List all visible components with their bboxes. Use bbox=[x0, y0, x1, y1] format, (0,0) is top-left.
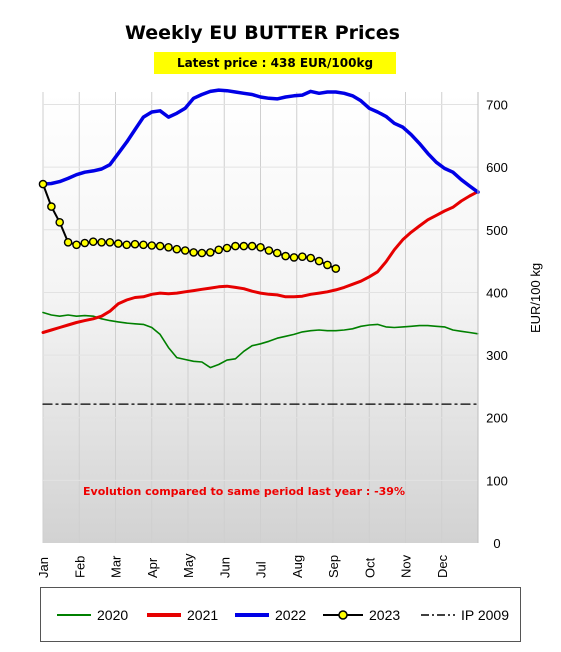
legend-label: 2020 bbox=[97, 606, 129, 623]
data-point-2023 bbox=[139, 240, 148, 250]
data-point-2023 bbox=[189, 248, 198, 257]
legend-label: IP 2009 bbox=[461, 606, 510, 623]
x-tick-label: Jun bbox=[217, 557, 232, 578]
data-point-2023 bbox=[197, 248, 207, 258]
y-tick-label: 0 bbox=[493, 536, 500, 551]
legend-swatch-ip2009 bbox=[421, 613, 455, 616]
x-tick-label: Nov bbox=[399, 554, 414, 578]
data-point-2023 bbox=[88, 237, 98, 246]
legend: 2020 2021 2022 2023 IP 2009 bbox=[40, 587, 521, 642]
data-point-2023 bbox=[281, 251, 290, 261]
data-point-2023 bbox=[247, 241, 257, 251]
legend-item-2023: 2023 bbox=[323, 588, 400, 641]
x-tick-label: Feb bbox=[72, 556, 87, 578]
data-point-2023 bbox=[105, 237, 115, 247]
data-point-2023 bbox=[297, 252, 307, 262]
x-tick-label: Aug bbox=[290, 555, 305, 578]
data-point-2023 bbox=[63, 237, 73, 247]
data-point-2023 bbox=[147, 241, 157, 250]
data-point-2023 bbox=[222, 243, 232, 253]
data-point-2023 bbox=[231, 241, 240, 251]
series-line-2021 bbox=[41, 190, 480, 334]
y-tick-label: 600 bbox=[486, 160, 508, 175]
legend-item-ip2009: IP 2009 bbox=[421, 588, 509, 641]
y-tick-label: 500 bbox=[486, 223, 508, 238]
y-tick-label: 300 bbox=[486, 348, 508, 363]
data-point-2023 bbox=[122, 240, 131, 250]
price-chart: 0 100 200 300 400 500 600 700 Jan Feb Mar Apr May Jun… bbox=[36, 88, 543, 578]
data-point-2023 bbox=[80, 238, 90, 248]
data-point-2023 bbox=[205, 248, 215, 257]
legend-label: 2023 bbox=[369, 606, 401, 623]
data-point-2023 bbox=[214, 245, 223, 255]
data-point-2023 bbox=[264, 246, 274, 255]
x-tick-label: Jul bbox=[254, 561, 269, 578]
data-point-2023 bbox=[272, 248, 282, 258]
legend-swatch-2020 bbox=[57, 613, 91, 616]
evolution-annotation: Evolution compared to same period last y… bbox=[83, 485, 405, 498]
data-point-2023 bbox=[164, 242, 173, 252]
legend-item-2020: 2020 bbox=[57, 588, 128, 641]
y-tick-label: 100 bbox=[486, 473, 508, 488]
data-point-2023 bbox=[55, 217, 65, 227]
data-point-2023 bbox=[314, 256, 324, 266]
data-point-2023 bbox=[114, 239, 123, 248]
legend-item-2021: 2021 bbox=[147, 588, 218, 641]
data-point-2023 bbox=[239, 241, 249, 251]
axes: 0 100 200 300 400 500 600 700 Jan Feb Mar Apr May Jun… bbox=[36, 92, 508, 578]
y-axis-label: EUR/100 kg bbox=[528, 263, 543, 333]
legend-label: 2021 bbox=[187, 606, 219, 623]
data-point-2023 bbox=[289, 253, 299, 262]
series-line-2022 bbox=[41, 88, 480, 194]
data-point-2023 bbox=[331, 264, 341, 273]
data-point-2023 bbox=[180, 246, 190, 255]
y-tick-label: 700 bbox=[486, 98, 508, 113]
data-point-2023 bbox=[97, 237, 106, 247]
legend-label: 2022 bbox=[275, 606, 307, 623]
x-tick-label: Sep bbox=[326, 555, 341, 578]
legend-swatch-2022 bbox=[235, 612, 269, 617]
legend-swatch-2023 bbox=[323, 609, 363, 620]
y-tick-label: 400 bbox=[486, 285, 508, 300]
data-point-2023 bbox=[323, 260, 332, 270]
x-tick-label: Oct bbox=[362, 557, 377, 578]
legend-swatch-2021 bbox=[147, 612, 181, 617]
latest-price-badge: Latest price : 438 EUR/100kg bbox=[154, 52, 396, 74]
data-point-2023 bbox=[130, 239, 140, 249]
data-point-2023 bbox=[306, 253, 316, 263]
data-point-2023 bbox=[256, 242, 265, 252]
legend-item-2022: 2022 bbox=[235, 588, 306, 641]
chart-title: Weekly EU BUTTER Prices bbox=[125, 22, 400, 44]
data-point-2023 bbox=[172, 244, 182, 254]
grid bbox=[42, 92, 478, 543]
x-tick-label: May bbox=[181, 553, 196, 578]
data-point-2023 bbox=[47, 202, 56, 211]
data-point-2023 bbox=[72, 240, 81, 250]
x-tick-label: Apr bbox=[145, 557, 160, 578]
data-point-2023 bbox=[38, 179, 48, 189]
series-layer bbox=[38, 88, 480, 405]
data-point-2023 bbox=[155, 241, 165, 251]
x-tick-label: Jan bbox=[36, 557, 51, 578]
series-line-2020 bbox=[42, 311, 479, 369]
y-tick-label: 200 bbox=[486, 411, 508, 426]
x-tick-label: Mar bbox=[109, 555, 124, 578]
x-tick-label: Dec bbox=[435, 554, 450, 578]
